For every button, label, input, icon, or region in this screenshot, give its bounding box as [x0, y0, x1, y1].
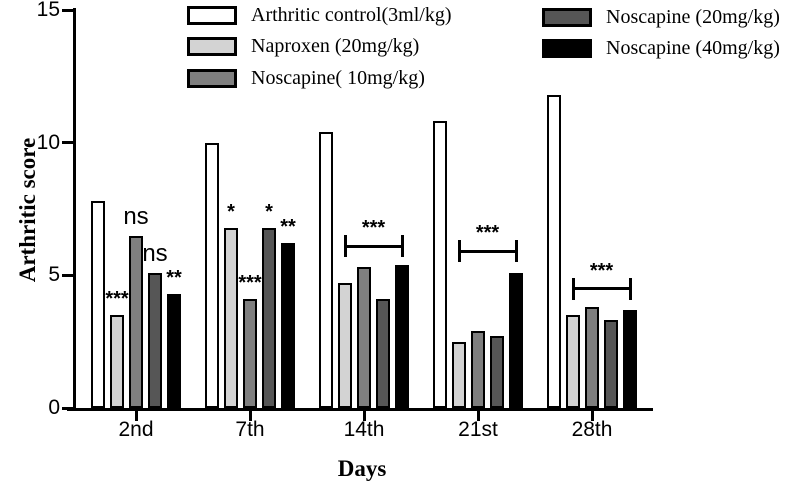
bar-naproxen-20mg-kg-21st	[452, 341, 466, 408]
legend-item-noscapine-10: Noscapine( 10mg/kg)	[187, 67, 425, 89]
y-tick-label: 15	[36, 0, 60, 21]
significance-bracket-cap	[343, 235, 347, 258]
y-tick	[62, 406, 75, 410]
bar-noscapine-10mg-kg-28th	[585, 307, 599, 408]
y-tick-label: 10	[36, 130, 60, 154]
legend-label-noscapine-20: Noscapine (20mg/kg)	[606, 6, 780, 28]
legend-swatch-noscapine-40	[542, 38, 592, 58]
x-tick-label-14th: 14th	[343, 418, 385, 441]
x-tick-label-21st: 21st	[458, 418, 498, 441]
significance-bracket-cap	[571, 277, 575, 300]
legend-item-noscapine-40: Noscapine (40mg/kg)	[542, 37, 780, 59]
y-tick	[62, 141, 75, 145]
bar-noscapine-20mg-kg-2nd	[148, 272, 162, 408]
bar-noscapine-20mg-kg-21st	[490, 336, 504, 408]
significance-bracket-label: ***	[475, 222, 500, 245]
legend-label-noscapine-40: Noscapine (40mg/kg)	[606, 37, 780, 59]
bar-arthritic-control-3ml-kg-28th	[547, 94, 561, 408]
bar-noscapine-40mg-kg-7th	[281, 243, 295, 408]
bar-noscapine-40mg-kg-28th	[623, 309, 637, 408]
bar-noscapine-20mg-kg-7th	[262, 227, 276, 408]
x-tick-label-7th: 7th	[235, 418, 265, 441]
bar-noscapine-20mg-kg-28th	[604, 320, 618, 408]
bar-arthritic-control-3ml-kg-7th	[205, 142, 219, 408]
x-tick-label-2nd: 2nd	[118, 418, 154, 441]
x-tick	[590, 411, 594, 421]
bar-arthritic-control-3ml-kg-2nd	[91, 201, 105, 408]
x-tick	[476, 411, 480, 421]
bar-arthritic-control-3ml-kg-14th	[319, 132, 333, 408]
legend-swatch-naproxen	[187, 36, 237, 56]
bar-noscapine-40mg-kg-14th	[395, 264, 409, 408]
bar-naproxen-20mg-kg-28th	[566, 315, 580, 408]
legend-item-noscapine-20: Noscapine (20mg/kg)	[542, 6, 780, 28]
bar-noscapine-10mg-kg-21st	[471, 331, 485, 408]
bar-noscapine-20mg-kg-14th	[376, 299, 390, 408]
x-tick	[248, 411, 252, 421]
y-tick-label: 0	[48, 396, 60, 419]
y-axis-title: Arthritic score	[15, 137, 40, 283]
bar-naproxen-20mg-kg-2nd	[110, 315, 124, 408]
legend-swatch-noscapine-10	[187, 68, 237, 88]
significance-label: ***	[105, 288, 129, 311]
y-axis-line	[73, 8, 76, 411]
bar-noscapine-10mg-kg-14th	[357, 267, 371, 408]
bar-noscapine-10mg-kg-7th	[243, 299, 257, 408]
significance-label: *	[265, 200, 273, 223]
bar-noscapine-10mg-kg-2nd	[129, 235, 143, 408]
x-axis-line	[67, 408, 653, 411]
significance-bracket-cap	[514, 240, 518, 263]
significance-bracket-cap	[457, 240, 461, 263]
bar-arthritic-control-3ml-kg-21st	[433, 121, 447, 408]
x-tick-label-28th: 28th	[571, 418, 613, 441]
bar-naproxen-20mg-kg-14th	[338, 283, 352, 408]
y-tick	[62, 8, 75, 12]
legend-item-arthritic-control: Arthritic control(3ml/kg)	[187, 4, 452, 26]
bar-naproxen-20mg-kg-7th	[224, 227, 238, 408]
significance-label: *	[227, 200, 235, 223]
x-tick	[134, 411, 138, 421]
significance-bracket-cap	[628, 277, 632, 300]
significance-bracket	[573, 287, 630, 291]
significance-bracket	[345, 244, 402, 248]
y-tick	[62, 273, 75, 277]
legend-item-naproxen: Naproxen (20mg/kg)	[187, 35, 419, 57]
bar-noscapine-40mg-kg-2nd	[167, 293, 181, 408]
significance-bracket-cap	[400, 235, 404, 258]
significance-bracket	[459, 249, 516, 253]
legend-label-naproxen: Naproxen (20mg/kg)	[251, 35, 420, 57]
legend-label-noscapine-10: Noscapine( 10mg/kg)	[251, 67, 425, 89]
significance-bracket-label: ***	[589, 259, 614, 282]
x-tick	[362, 411, 366, 421]
significance-label: ns	[123, 202, 149, 230]
significance-label: **	[166, 266, 182, 289]
legend-swatch-noscapine-20	[542, 7, 592, 27]
legend-swatch-arthritic-control	[187, 5, 237, 25]
legend-label-arthritic-control: Arthritic control(3ml/kg)	[251, 4, 452, 26]
x-axis-title: Days	[337, 456, 387, 481]
significance-bracket-label: ***	[361, 217, 386, 240]
y-tick-label: 5	[48, 263, 60, 287]
significance-label: ns	[142, 239, 168, 267]
significance-label: ***	[238, 272, 262, 295]
significance-label: **	[280, 216, 296, 239]
bar-noscapine-40mg-kg-21st	[509, 272, 523, 408]
